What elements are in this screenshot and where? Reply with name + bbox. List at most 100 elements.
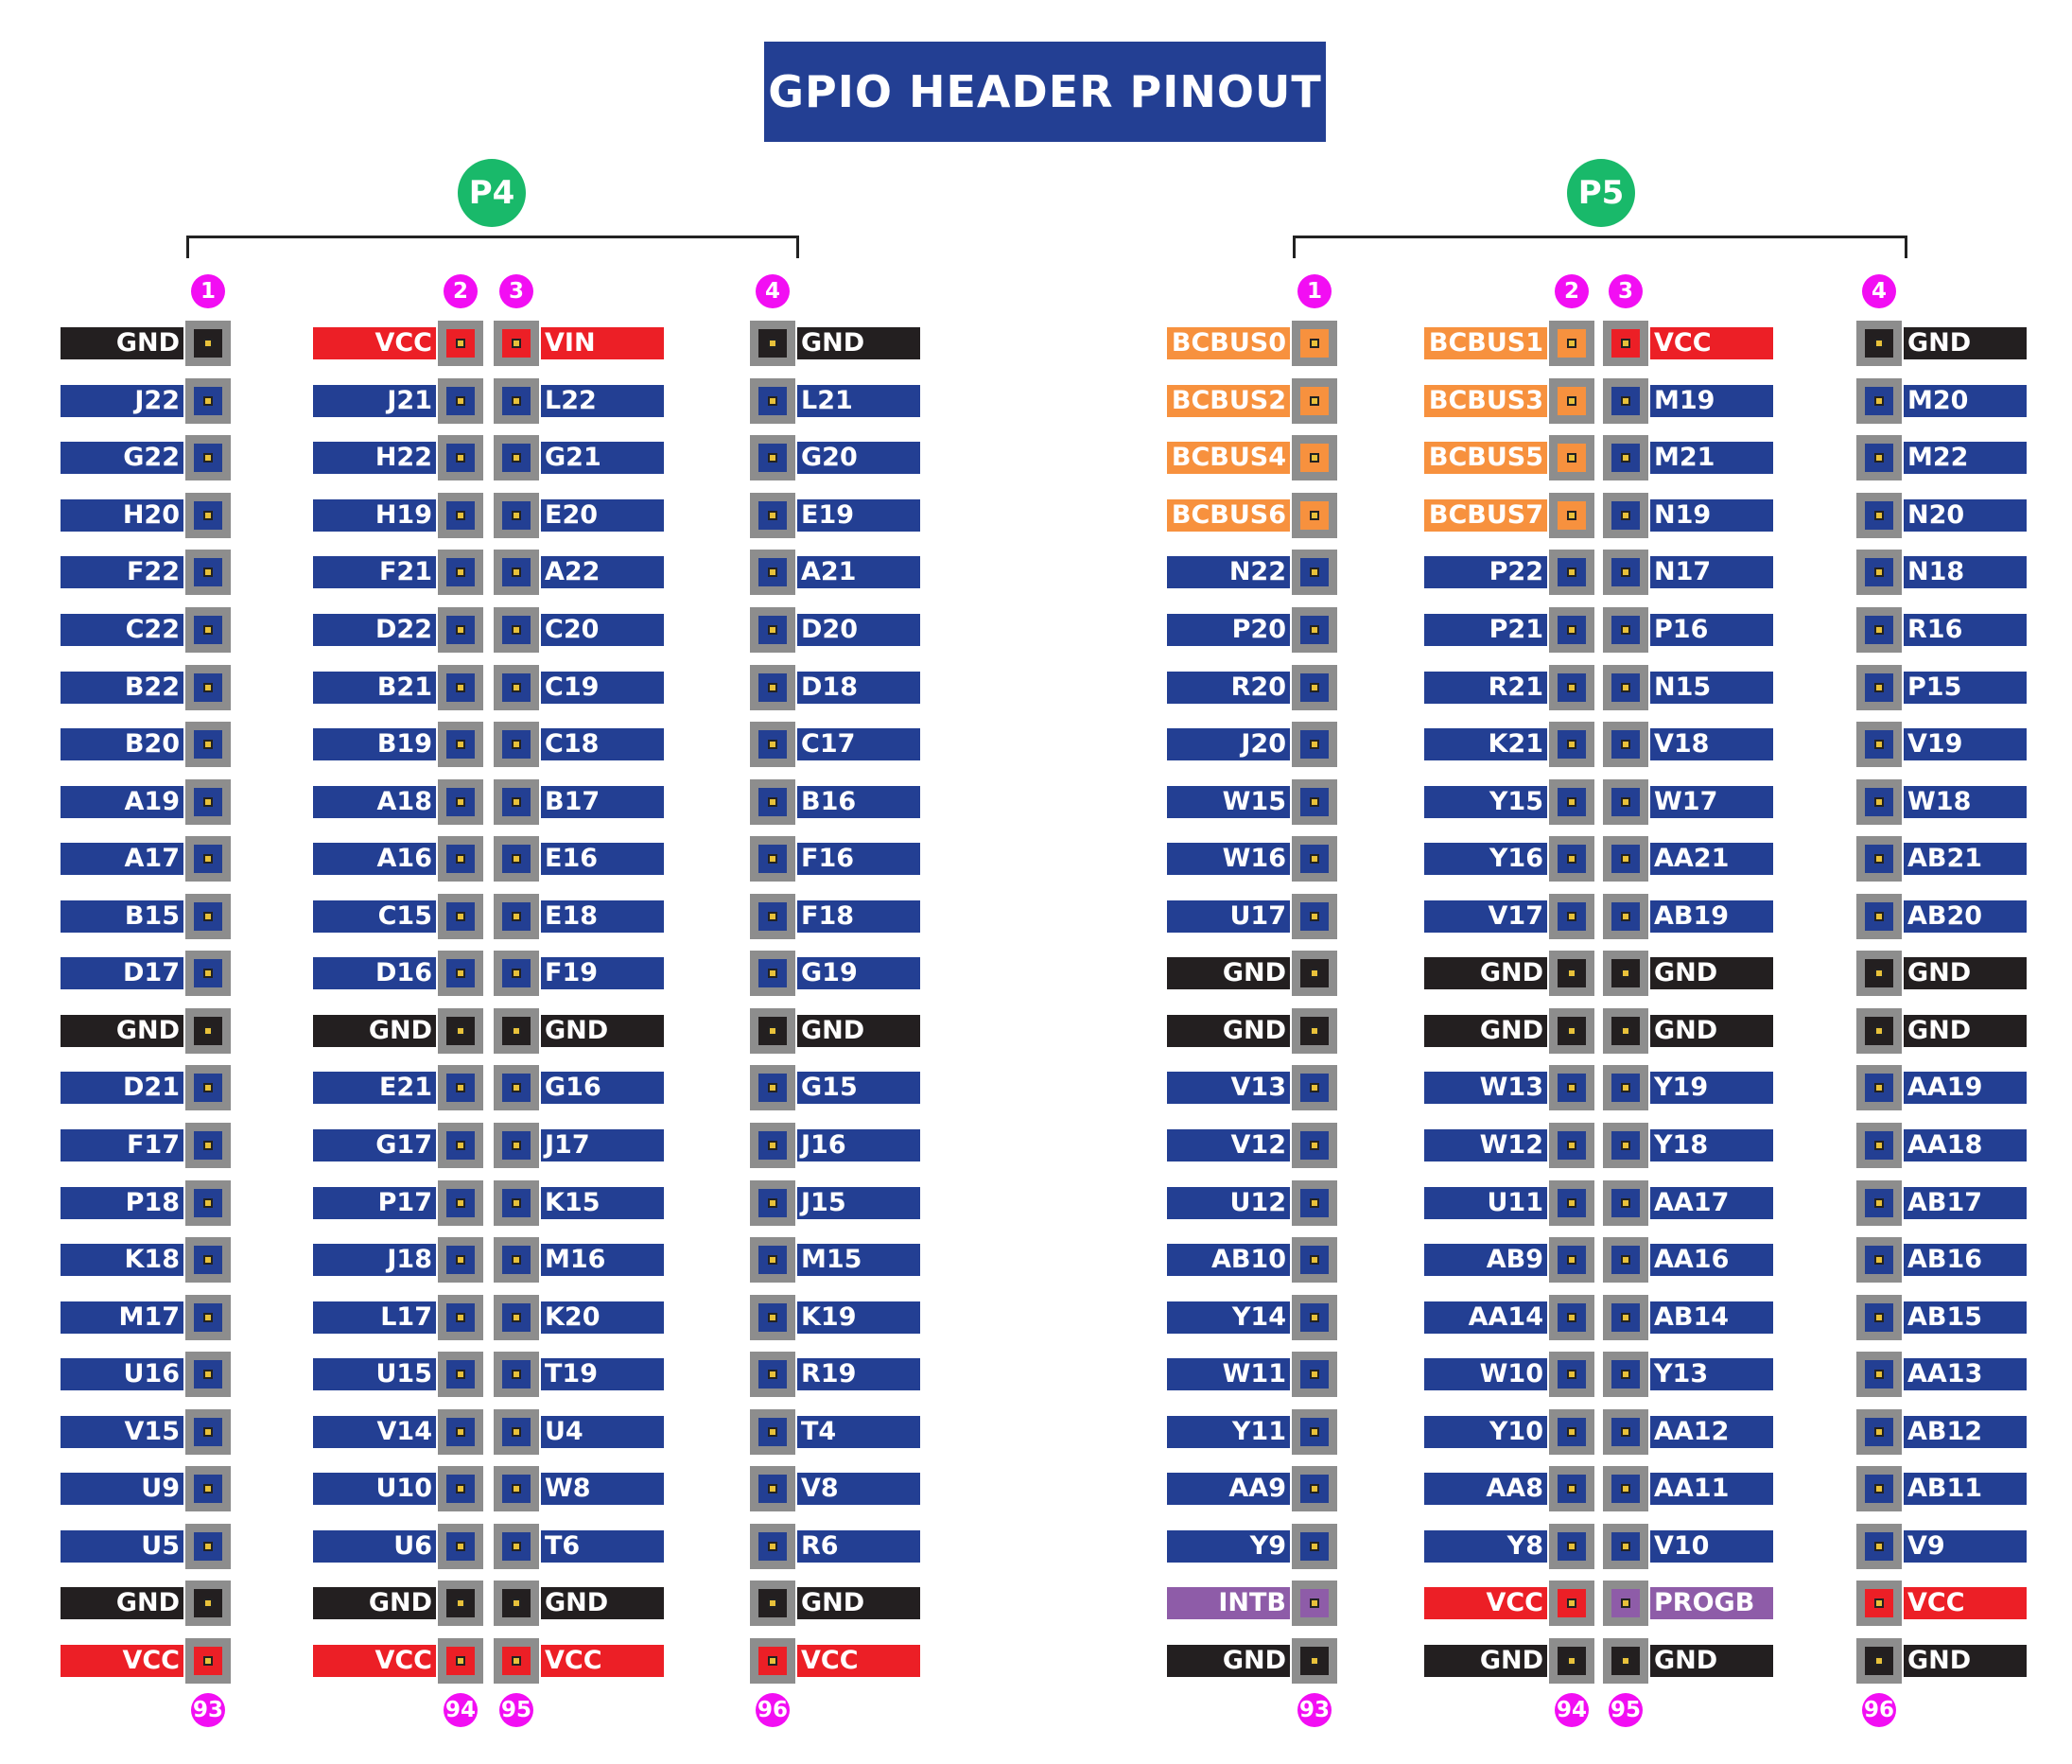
pin-pad: [502, 1189, 531, 1217]
pin-label: Y11: [1167, 1416, 1290, 1448]
pin-contact: [1567, 396, 1576, 406]
pin-label: K15: [541, 1187, 664, 1219]
header-pin: [438, 1409, 483, 1455]
pin-number-bottom: 95: [1609, 1693, 1643, 1727]
header-pin: [750, 1065, 795, 1110]
pin-label: R21: [1424, 672, 1547, 704]
header-pin: [438, 894, 483, 939]
pin-label: J20: [1167, 728, 1290, 760]
pin-contact: [203, 1313, 213, 1322]
pin-contact: [203, 339, 213, 348]
pin-pad: [1558, 788, 1586, 816]
header-bracket-leg: [1293, 236, 1296, 258]
header-pin: [1603, 378, 1648, 424]
header-pin: [1549, 550, 1594, 595]
pin-contact: [203, 1370, 213, 1379]
pin-label: Y14: [1167, 1301, 1290, 1334]
pin-pad: [502, 1589, 531, 1617]
header-pin: [1603, 894, 1648, 939]
pin-label: AB17: [1904, 1187, 2027, 1219]
pin-label: VCC: [541, 1645, 664, 1677]
pin-contact: [768, 1083, 777, 1092]
pin-contact: [1567, 1484, 1576, 1493]
pin-pad: [194, 1303, 222, 1332]
pin-contact: [1621, 511, 1630, 520]
pin-contact: [1567, 511, 1576, 520]
pin-contact: [512, 339, 521, 348]
pin-contact: [1310, 625, 1319, 635]
pin-pad: [758, 1532, 787, 1561]
header-pin: [438, 550, 483, 595]
pin-pad: [502, 1074, 531, 1102]
pin-pad: [1611, 845, 1640, 873]
pin-number-bottom: 94: [1555, 1693, 1589, 1727]
pin-contact: [1567, 912, 1576, 921]
pin-pad: [446, 673, 475, 702]
header-pin: [1549, 493, 1594, 538]
pin-number-top: 4: [1862, 274, 1896, 308]
pin-label: GND: [1424, 957, 1547, 989]
pin-contact: [1567, 1542, 1576, 1551]
pin-contact: [768, 1370, 777, 1379]
pin-label: A18: [313, 786, 436, 818]
header-pin: [1292, 779, 1337, 825]
pin-label: U17: [1167, 900, 1290, 933]
pin-pad: [1611, 329, 1640, 358]
pin-contact: [1621, 1141, 1630, 1150]
header-pin: [1292, 665, 1337, 710]
pin-pad: [502, 1647, 531, 1675]
pin-label: AA19: [1904, 1072, 2027, 1104]
pin-label: GND: [313, 1587, 436, 1619]
header-pin: [438, 378, 483, 424]
pin-label: W10: [1424, 1358, 1547, 1390]
pin-pad: [502, 902, 531, 931]
pin-pad: [1865, 1246, 1893, 1274]
pin-pad: [1300, 1418, 1329, 1446]
pin-contact: [512, 740, 521, 749]
pin-contact: [1874, 1427, 1884, 1437]
pin-contact: [1874, 683, 1884, 692]
header-pin: [1549, 836, 1594, 882]
pin-label: U6: [313, 1530, 436, 1563]
header-pin: [438, 951, 483, 996]
pin-label: V15: [61, 1416, 183, 1448]
pin-label: W18: [1904, 786, 2027, 818]
pin-label: GND: [61, 1587, 183, 1619]
header-pin: [438, 1352, 483, 1397]
header-pin: [185, 378, 231, 424]
pin-label: N15: [1650, 672, 1773, 704]
pin-label: U5: [61, 1530, 183, 1563]
pin-pad: [446, 1189, 475, 1217]
pin-label: E19: [797, 499, 920, 532]
pin-label: GND: [1904, 327, 2027, 359]
pin-label: J17: [541, 1129, 664, 1161]
pin-pad: [1865, 501, 1893, 530]
header-bracket-p5: [1293, 236, 1907, 238]
header-pin: [1603, 779, 1648, 825]
pin-contact: [768, 625, 777, 635]
pin-pad: [194, 673, 222, 702]
pin-label: L21: [797, 385, 920, 417]
pin-pad: [446, 558, 475, 586]
pin-pad: [502, 845, 531, 873]
pin-pad: [194, 558, 222, 586]
pin-pad: [502, 730, 531, 759]
pin-contact: [1567, 969, 1576, 978]
pin-contact: [1874, 740, 1884, 749]
pin-label: P16: [1650, 614, 1773, 646]
pin-pad: [502, 1532, 531, 1561]
pin-pad: [1558, 1074, 1586, 1102]
pin-contact: [1310, 1427, 1319, 1437]
pin-pad: [1611, 1418, 1640, 1446]
header-pin: [185, 607, 231, 653]
pin-contact: [203, 912, 213, 921]
pin-contact: [1874, 797, 1884, 807]
pin-contact: [1310, 1026, 1319, 1036]
pin-contact: [1621, 1198, 1630, 1208]
pin-pad: [758, 444, 787, 472]
pin-pad: [758, 845, 787, 873]
pin-label: M17: [61, 1301, 183, 1334]
pin-label: K18: [61, 1244, 183, 1276]
pin-contact: [1567, 740, 1576, 749]
pin-pad: [1300, 1131, 1329, 1160]
